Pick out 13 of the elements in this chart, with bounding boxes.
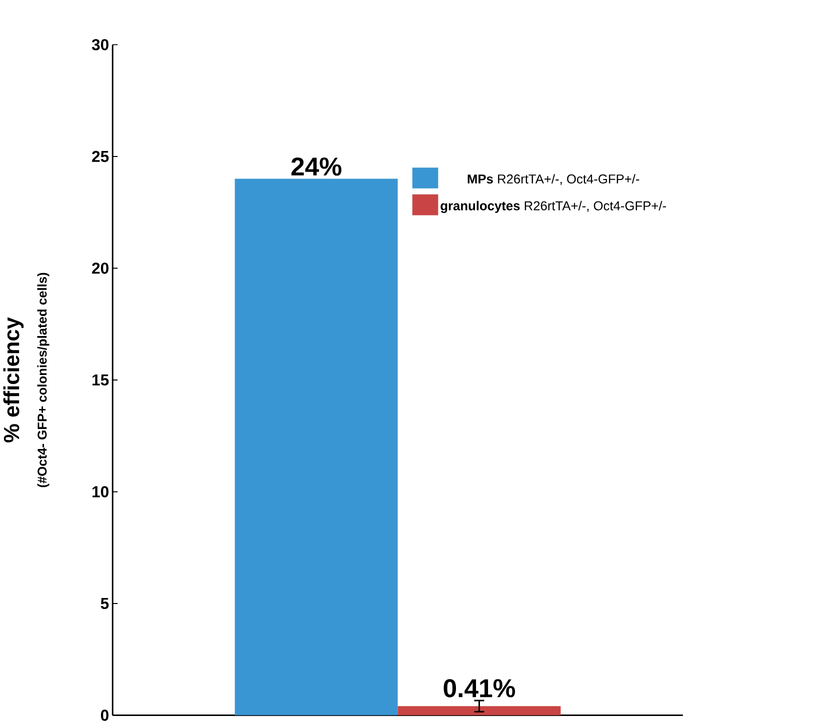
text: (#Oct4- GFP+ colonies/plated cells) (37, 272, 50, 488)
data-label: 24% (291, 157, 342, 176)
y-tick-label: 20 (92, 262, 108, 274)
y-axis-title: % efficiency (3, 317, 24, 442)
y-tick-label: 10 (92, 486, 108, 498)
y-tick-label: 0 (100, 710, 108, 721)
y-tick-label: 30 (92, 39, 108, 50)
legend-label: MPs R26rtTA+/-, Oct4-GFP+/- (468, 174, 640, 186)
y-tick-label: 15 (92, 374, 109, 386)
legend-label: granulocytes R26rtTA+/-, Oct4-GFP+/- (440, 200, 666, 213)
y-tick-label: 25 (92, 150, 109, 162)
data-label: 0.41% (444, 679, 516, 698)
y-tick-label: 5 (100, 598, 109, 610)
